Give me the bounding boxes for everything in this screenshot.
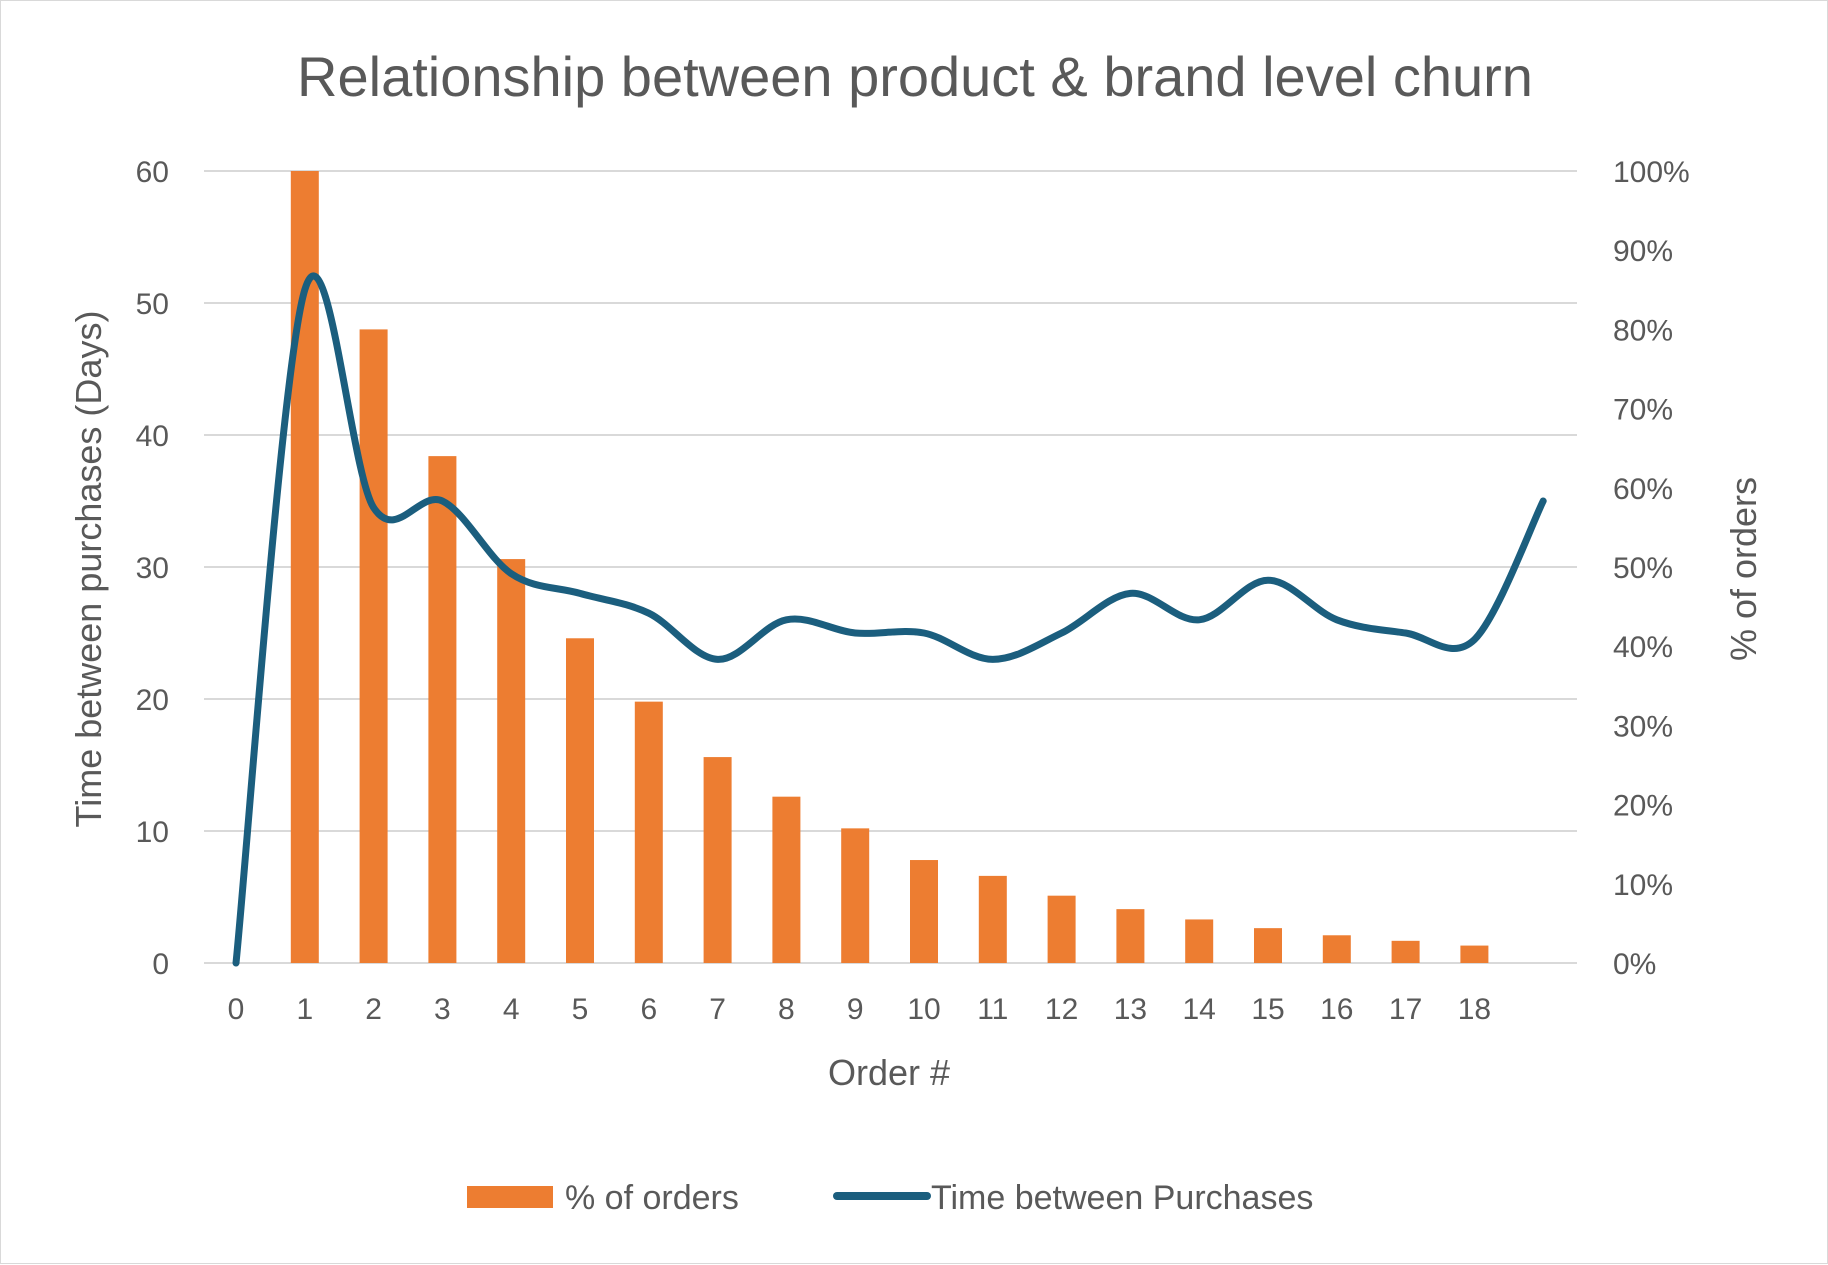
left-tick-label: 50 xyxy=(136,288,169,321)
left-tick-label: 0 xyxy=(152,948,169,981)
x-axis-title: Order # xyxy=(828,1052,950,1093)
x-tick-label: 9 xyxy=(847,993,864,1026)
bar-series-percent-of-orders xyxy=(290,171,1489,963)
bar-order-9 xyxy=(841,828,870,963)
bar-order-15 xyxy=(1254,928,1282,963)
right-tick-label: 80% xyxy=(1613,314,1673,347)
x-tick-label: 7 xyxy=(709,993,726,1026)
left-tick-label: 30 xyxy=(136,552,169,585)
bar-order-13 xyxy=(1116,909,1145,963)
legend-label-time-between-purchases: Time between Purchases xyxy=(931,1179,1313,1217)
bar-order-6 xyxy=(634,701,663,963)
x-tick-label: 5 xyxy=(572,993,589,1026)
left-tick-label: 10 xyxy=(136,816,169,849)
right-axis-ticks: 0% 10% 20% 30% 40% 50% 60% 70% 80% 90% 100% xyxy=(1613,156,1690,981)
legend-swatch-percent-of-orders xyxy=(467,1186,553,1208)
x-tick-label: 13 xyxy=(1114,993,1147,1026)
bar-order-18 xyxy=(1460,945,1489,963)
x-tick-label: 4 xyxy=(503,993,520,1026)
bar-order-5 xyxy=(566,638,594,963)
right-tick-label: 50% xyxy=(1613,552,1673,585)
x-tick-label: 8 xyxy=(778,993,795,1026)
bar-order-10 xyxy=(910,860,938,963)
x-tick-label: 16 xyxy=(1320,993,1353,1026)
right-tick-label: 20% xyxy=(1613,790,1673,823)
bar-order-12 xyxy=(1047,895,1076,963)
line-series-time-between-purchases xyxy=(232,272,1547,967)
bar-order-4 xyxy=(497,559,526,963)
right-tick-label: 30% xyxy=(1613,710,1673,743)
x-tick-label: 11 xyxy=(977,993,1008,1026)
bar-order-16 xyxy=(1322,935,1351,963)
bar-order-11 xyxy=(978,875,1007,963)
x-tick-label: 17 xyxy=(1389,993,1422,1026)
x-tick-label: 0 xyxy=(228,993,245,1026)
right-tick-label: 70% xyxy=(1613,394,1673,427)
x-tick-label: 10 xyxy=(907,993,940,1026)
x-tick-label: 2 xyxy=(365,993,382,1026)
bar-order-8 xyxy=(772,796,801,963)
right-tick-label: 40% xyxy=(1613,631,1673,664)
bar-order-7 xyxy=(703,757,732,963)
chart-title: Relationship between product & brand lev… xyxy=(297,45,1533,108)
left-axis-ticks: 0 10 20 30 40 50 60 xyxy=(136,156,169,981)
left-tick-label: 60 xyxy=(136,156,169,189)
bar-order-2 xyxy=(359,329,388,963)
x-tick-label: 1 xyxy=(296,993,313,1026)
x-tick-label: 12 xyxy=(1045,993,1078,1026)
right-tick-label: 60% xyxy=(1613,473,1673,506)
right-axis-title: % of orders xyxy=(1723,477,1764,661)
x-tick-label: 6 xyxy=(640,993,657,1026)
gridlines xyxy=(204,170,1577,964)
bar-order-17 xyxy=(1391,940,1420,963)
line-time-between-purchases xyxy=(232,272,1547,967)
left-tick-label: 20 xyxy=(136,684,169,717)
right-tick-label: 90% xyxy=(1613,235,1673,268)
left-tick-label: 40 xyxy=(136,420,169,453)
x-tick-label: 18 xyxy=(1458,993,1491,1026)
x-tick-label: 15 xyxy=(1251,993,1284,1026)
right-tick-label: 0% xyxy=(1613,948,1656,981)
left-axis-title: Time between purchases (Days) xyxy=(68,311,109,828)
x-axis-ticks: 0 1 2 3 4 5 6 7 8 9 10 11 12 13 14 15 16 17 18 xyxy=(228,993,1491,1026)
right-tick-label: 10% xyxy=(1613,869,1673,902)
bar-order-14 xyxy=(1185,919,1214,963)
legend-label-percent-of-orders: % of orders xyxy=(565,1179,739,1217)
right-tick-label: 100% xyxy=(1613,156,1690,189)
bar-order-3 xyxy=(428,456,457,963)
x-tick-label: 3 xyxy=(434,993,451,1026)
x-tick-label: 14 xyxy=(1183,993,1216,1026)
legend: % of orders Time between Purchases xyxy=(467,1179,1313,1217)
